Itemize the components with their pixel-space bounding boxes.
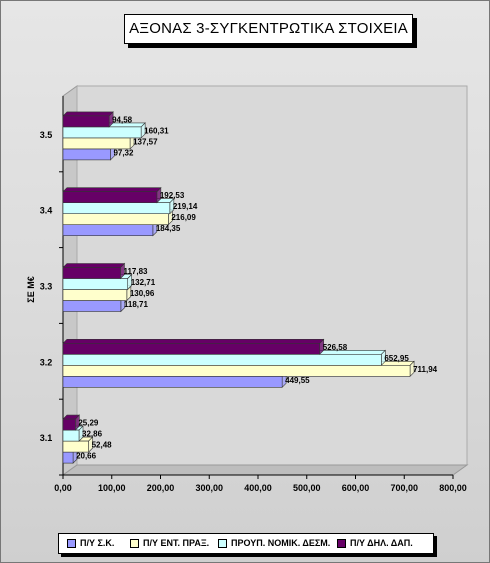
y-axis-title: ΣΕ Μ€ (26, 276, 36, 302)
bar (62, 126, 142, 139)
bar (62, 278, 128, 290)
bar (62, 429, 80, 442)
data-label: 20,66 (76, 452, 97, 461)
x-tick-label: 600,00 (342, 483, 370, 493)
legend-swatch (130, 538, 139, 548)
data-label: 652,95 (384, 354, 409, 363)
x-tick-label: 100,00 (98, 483, 126, 493)
bar (62, 353, 382, 366)
data-label: 449,55 (285, 376, 310, 385)
data-label: 94,58 (112, 115, 133, 124)
data-label: 52,48 (92, 441, 113, 450)
bar-top-face (62, 263, 126, 268)
legend-item: Π/Υ Σ.Κ. (67, 538, 114, 548)
data-label: 184,35 (156, 224, 181, 233)
data-label: 160,31 (144, 126, 169, 135)
data-label: 216,09 (171, 213, 196, 222)
bar (62, 267, 121, 279)
legend-label: Π/Υ ΔΗΛ. ΔΑΠ. (350, 538, 413, 548)
legend-swatch (67, 538, 76, 548)
bar (62, 191, 158, 203)
bar (62, 418, 76, 431)
data-label: 118,71 (124, 300, 149, 309)
bar-top-face (62, 111, 114, 117)
data-label: 192,53 (160, 191, 185, 200)
x-tick-label: 200,00 (147, 483, 175, 493)
y-tick-label: 3.3 (40, 282, 53, 292)
data-label: 117,83 (123, 267, 148, 276)
x-tick-label: 0,00 (54, 483, 72, 493)
bar (62, 440, 89, 453)
x-tick-label: 400,00 (244, 483, 272, 493)
bar (62, 137, 131, 150)
y-tick-label: 3.4 (40, 206, 53, 216)
y-tick-label: 3.1 (40, 433, 53, 443)
legend-item: Π/Υ ΔΗΛ. ΔΑΠ. (337, 538, 413, 548)
data-label: 526,58 (323, 343, 348, 352)
bar (62, 213, 169, 225)
bar (62, 224, 154, 236)
bar (62, 342, 321, 355)
bar (62, 364, 411, 377)
chart-legend: Π/Υ Σ.Κ. Π/Υ ΕΝΤ. ΠΡΑΞ. ΠΡΟΥΠ. ΝΟΜΙΚ. ΔΕ… (58, 533, 434, 554)
data-label: 219,14 (173, 202, 198, 211)
y-tick-label: 3.2 (40, 357, 53, 367)
data-label: 32,86 (82, 430, 103, 439)
x-tick-label: 800,00 (439, 483, 467, 493)
x-tick-label: 500,00 (293, 483, 321, 493)
bar (62, 115, 110, 128)
data-label: 132,71 (131, 278, 156, 287)
bar (62, 375, 283, 388)
legend-label: Π/Υ ΕΝΤ. ΠΡΑΞ. (143, 538, 210, 548)
legend-label: Π/Υ Σ.Κ. (80, 538, 115, 548)
bar (62, 289, 128, 301)
data-label: 130,96 (130, 289, 155, 298)
data-label: 711,94 (413, 365, 438, 374)
legend-swatch (337, 538, 346, 548)
legend-item: Π/Υ ΕΝΤ. ΠΡΑΞ. (130, 538, 209, 548)
legend-label: ΠΡΟΥΠ. ΝΟΜΙΚ. ΔΕΣΜ. (231, 538, 331, 548)
y-tick-label: 3.5 (40, 130, 53, 140)
bar (62, 300, 122, 312)
bar (62, 148, 111, 161)
chart-title: ΑΞΟΝΑΣ 3-ΣΥΓΚΕΝΤΡΩΤΙΚΑ ΣΤΟΙΧΕΙΑ (124, 14, 413, 44)
data-label: 25,29 (78, 419, 99, 428)
bar-top-face (62, 187, 162, 192)
bar (62, 202, 171, 214)
bar (62, 451, 74, 464)
legend-swatch (218, 538, 227, 548)
x-tick-label: 300,00 (195, 483, 223, 493)
bar-top-face (62, 338, 325, 344)
legend-item: ΠΡΟΥΠ. ΝΟΜΙΚ. ΔΕΣΜ. (218, 538, 330, 548)
data-label: 137,57 (133, 137, 158, 146)
data-label: 97,32 (113, 148, 134, 157)
x-tick-label: 700,00 (390, 483, 418, 493)
plot-floor (61, 464, 469, 476)
